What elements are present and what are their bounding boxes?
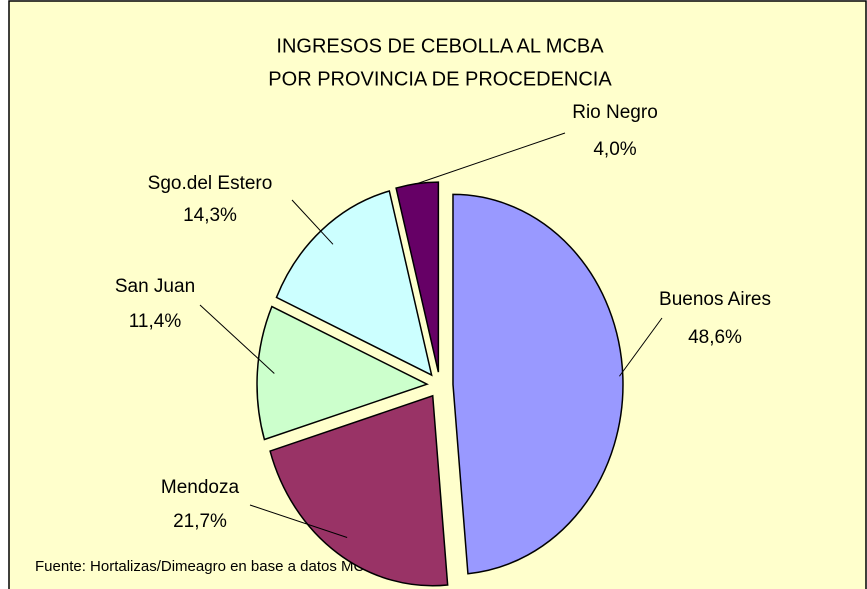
pie-slice [275,190,433,377]
leader-line [416,132,566,185]
chart-title: POR PROVINCIA DE PROCEDENCIA [268,68,612,90]
leader-line [291,199,334,245]
slice-value-label: 14,3% [183,205,237,226]
slice-value-label: 4,0% [593,139,636,160]
slice-label: Sgo.del Estero [148,173,273,194]
leader-line [249,504,348,538]
slice-label: Rio Negro [572,102,658,123]
pie-slice [452,193,624,575]
pie-slice [256,305,429,441]
slice-label: Buenos Aires [659,289,771,310]
slice-value-label: 11,4% [129,311,182,332]
slice-label: Mendoza [161,477,240,498]
pie-slice [395,181,440,373]
pie-slice [269,394,449,587]
slice-label: San Juan [115,276,195,297]
chart-title: INGRESOS DE CEBOLLA AL MCBA [276,35,604,57]
slice-value-label: 21,7% [173,511,227,532]
source-note: Fuente: Hortalizas/Dimeagro en base a da… [35,558,384,575]
leader-line [199,304,275,374]
leader-line [619,317,663,377]
slice-value-label: 48,6% [688,327,742,348]
